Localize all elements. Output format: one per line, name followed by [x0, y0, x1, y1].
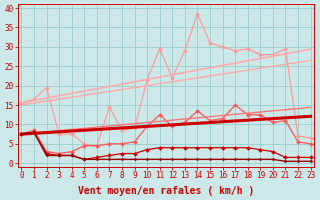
- X-axis label: Vent moyen/en rafales ( km/h ): Vent moyen/en rafales ( km/h ): [78, 186, 254, 196]
